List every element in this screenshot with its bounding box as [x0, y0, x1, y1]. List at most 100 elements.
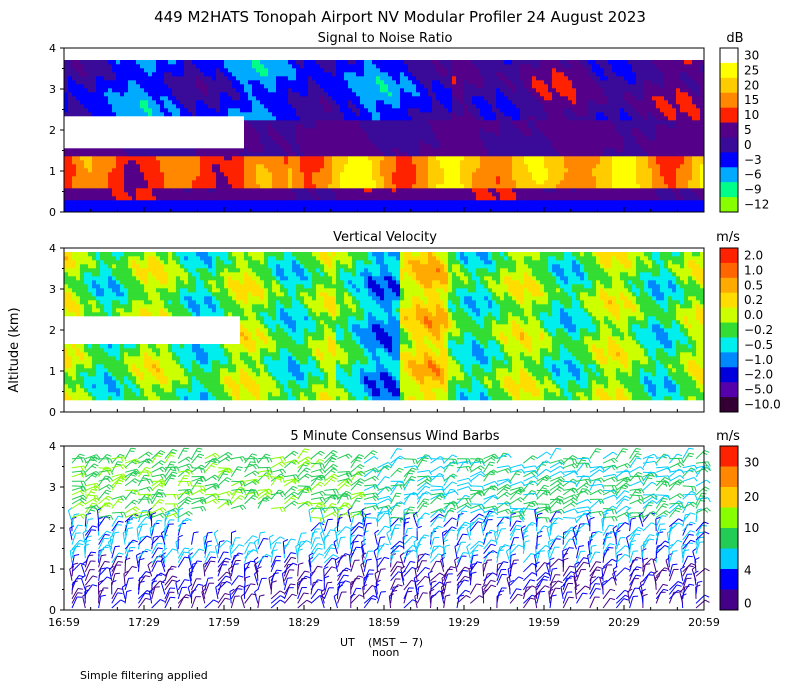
snr-cell: [352, 136, 357, 141]
snr-cell: [568, 76, 573, 81]
snr-cell: [308, 64, 313, 69]
snr-cell: [332, 64, 337, 69]
snr-cell: [360, 92, 365, 97]
snr-cell: [536, 200, 541, 205]
snr-cell: [228, 104, 233, 109]
snr-cell: [556, 68, 561, 73]
snr-cell: [216, 128, 221, 133]
snr-cell: [204, 80, 209, 85]
snr-cell: [240, 100, 245, 105]
snr-cell: [252, 160, 257, 165]
snr-cell: [252, 172, 257, 177]
snr-cell: [532, 72, 537, 77]
snr-cell: [104, 140, 109, 145]
snr-cell: [96, 132, 101, 137]
snr-cell: [144, 72, 149, 77]
snr-cell: [312, 104, 317, 109]
snr-cell: [260, 176, 265, 181]
snr-cell: [304, 76, 309, 81]
snr-cell: [156, 192, 161, 197]
snr-cell: [116, 192, 121, 197]
snr-cell: [80, 72, 85, 77]
snr-cell: [188, 164, 193, 169]
snr-cell: [248, 76, 253, 81]
snr-cell: [424, 64, 429, 69]
snr-cell: [184, 136, 189, 141]
snr-cell: [220, 84, 225, 89]
snr-cell: [416, 200, 421, 205]
snr-cell: [508, 188, 513, 193]
snr-cell: [380, 104, 385, 109]
snr-cell: [176, 112, 181, 117]
snr-cell: [408, 116, 413, 121]
snr-cell: [472, 124, 477, 129]
snr-cell: [188, 112, 193, 117]
snr-cell: [396, 116, 401, 121]
snr-cell: [180, 196, 185, 201]
snr-cell: [356, 132, 361, 137]
snr-cell: [392, 64, 397, 69]
snr-cell: [68, 160, 73, 165]
snr-cell: [440, 180, 445, 185]
snr-cell: [172, 96, 177, 101]
snr-cell: [196, 184, 201, 189]
snr-cell: [564, 172, 569, 177]
snr-cell: [124, 200, 129, 205]
snr-cell: [392, 72, 397, 77]
snr-cell: [532, 128, 537, 133]
snr-cell: [580, 144, 585, 149]
snr-cell: [152, 200, 157, 205]
snr-cell: [416, 176, 421, 181]
snr-cell: [412, 148, 417, 153]
snr-cell: [568, 96, 573, 101]
snr-cell: [492, 128, 497, 133]
snr-cell: [296, 84, 301, 89]
snr-cell: [124, 64, 129, 69]
snr-cell: [112, 208, 117, 213]
snr-cell: [584, 172, 589, 177]
snr-cell: [364, 72, 369, 77]
snr-cell: [236, 200, 241, 205]
snr-cell: [84, 140, 89, 145]
snr-cell: [556, 76, 561, 81]
snr-cell: [184, 208, 189, 213]
snr-cell: [472, 176, 477, 181]
snr-cell: [184, 60, 189, 65]
snr-cell: [156, 92, 161, 97]
snr-cell: [168, 68, 173, 73]
snr-cell: [320, 176, 325, 181]
snr-cell: [276, 140, 281, 145]
snr-cell: [372, 136, 377, 141]
snr-cell: [192, 112, 197, 117]
snr-cell: [500, 168, 505, 173]
snr-cell: [148, 60, 153, 65]
snr-cell: [124, 184, 129, 189]
snr-cell: [288, 124, 293, 129]
snr-cell: [300, 64, 305, 69]
snr-cell: [84, 188, 89, 193]
snr-cell: [108, 176, 113, 181]
snr-cell: [552, 204, 557, 209]
snr-cell: [556, 80, 561, 85]
snr-cell: [196, 204, 201, 209]
snr-cell: [288, 204, 293, 209]
snr-cell: [308, 144, 313, 149]
snr-cell: [308, 176, 313, 181]
snr-cell: [544, 96, 549, 101]
snr-cell: [584, 124, 589, 129]
snr-cell: [252, 196, 257, 201]
snr-cell: [116, 84, 121, 89]
snr-cell: [220, 128, 225, 133]
snr-cell: [200, 84, 205, 89]
snr-cell: [528, 168, 533, 173]
snr-cell: [516, 92, 521, 97]
snr-cell: [344, 88, 349, 93]
snr-cell: [344, 72, 349, 77]
snr-cell: [416, 132, 421, 137]
snr-cell: [572, 100, 577, 105]
snr-cell: [216, 196, 221, 201]
snr-cell: [520, 112, 525, 117]
snr-cell: [576, 160, 581, 165]
snr-cell: [356, 136, 361, 141]
snr-cell: [456, 120, 461, 125]
